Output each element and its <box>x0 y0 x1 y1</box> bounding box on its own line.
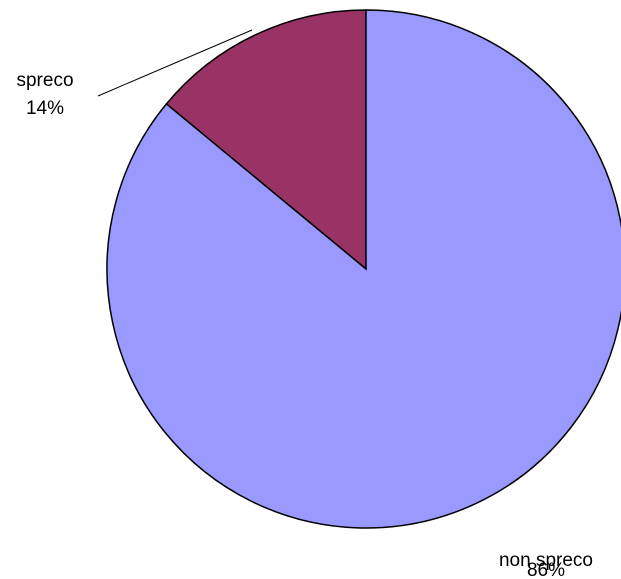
leader-line-spreco <box>97 29 253 97</box>
pie-slice-non-spreco <box>106 9 621 529</box>
slice-percent-non-spreco: 86% <box>527 560 565 579</box>
slice-label-spreco: spreco <box>16 70 73 91</box>
slice-label-non-spreco: non spreco <box>499 550 593 571</box>
pie-slice-spreco <box>165 9 367 271</box>
slices-layer <box>106 9 621 529</box>
slice-percent-spreco: 14% <box>26 98 64 119</box>
leaders-layer <box>97 29 253 97</box>
